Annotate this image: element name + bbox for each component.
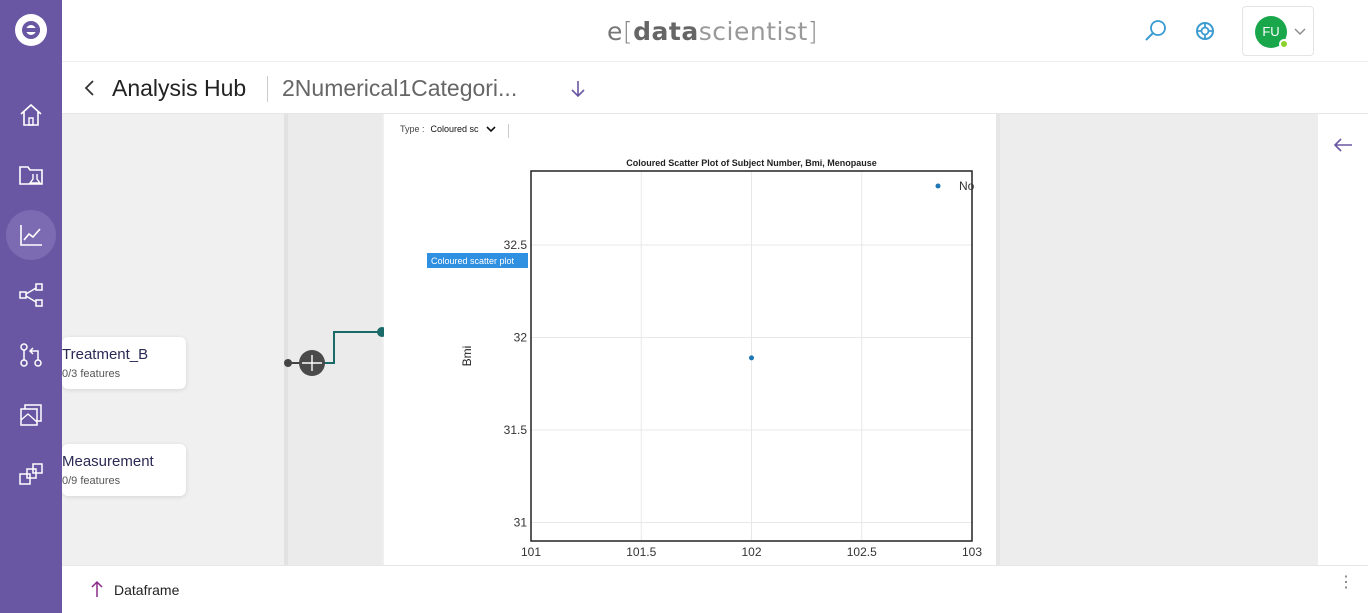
node-measurement[interactable]: Measurement 0/9 features [62, 444, 186, 496]
data-folder-icon[interactable] [6, 150, 56, 200]
home-icon[interactable] [6, 90, 56, 140]
scatter-chart: Coloured Scatter Plot of Subject Number,… [427, 158, 982, 559]
y-tick-label: 31 [514, 516, 528, 530]
y-tick-label: 32 [514, 331, 528, 345]
avatar: FU [1255, 16, 1287, 48]
help-lifebuoy-icon[interactable] [1192, 18, 1218, 44]
chart-title: Coloured Scatter Plot of Subject Number,… [626, 158, 877, 168]
brand-bracket-close: ] [807, 17, 819, 46]
data-point [749, 355, 754, 361]
chart-type-tooltip [427, 253, 528, 268]
workflow-share-icon[interactable] [6, 270, 56, 320]
plot-frame [530, 170, 973, 542]
brand-bracket-open: [ [622, 17, 634, 46]
y-axis-label: Bmi [460, 346, 474, 367]
x-tick-label: 102.5 [847, 545, 877, 559]
chart-type-tooltip-text: Coloured scatter plot [431, 256, 515, 266]
chart-type-label: Type : [400, 124, 425, 134]
copy-windows-icon[interactable] [6, 450, 56, 500]
app-logo[interactable] [15, 14, 47, 46]
legend-marker [935, 183, 941, 189]
x-tick-label: 101 [521, 545, 541, 559]
node-title: Measurement [62, 453, 154, 470]
pull-request-icon[interactable] [6, 330, 56, 380]
collapse-arrow-left-icon[interactable] [1332, 136, 1354, 154]
canvas-right-area [996, 114, 1318, 565]
bottom-bar: Dataframe ⋮ [62, 565, 1368, 613]
workflow-canvas: Treatment_B 0/3 features Measurement 0/9… [62, 114, 1318, 565]
top-bar: e[datascientist] FU [62, 0, 1368, 62]
x-tick-label: 101.5 [626, 545, 656, 559]
page-title: Analysis Hub [112, 75, 247, 101]
chart-type-selector[interactable]: Type : Coloured sc [400, 124, 496, 134]
user-menu[interactable]: FU [1242, 6, 1314, 56]
x-tick-label: 102 [741, 545, 761, 559]
breadcrumb-divider [267, 76, 268, 102]
legend-label: No [959, 179, 975, 193]
brand-scientist: scientist [698, 17, 808, 46]
analysis-name[interactable]: 2Numerical1Categori... [282, 75, 518, 101]
brand-e: e [607, 17, 623, 46]
node-connector [284, 327, 387, 376]
y-tick-label: 31.5 [504, 423, 528, 437]
analysis-chart-icon[interactable] [6, 210, 56, 260]
node-features-count: 0/3 features [62, 368, 121, 380]
layers-icon[interactable] [6, 390, 56, 440]
online-status-icon [1279, 39, 1289, 49]
node-features-count: 0/9 features [62, 475, 121, 487]
download-arrow-icon[interactable] [568, 78, 588, 100]
side-nav [0, 0, 62, 613]
search-icon[interactable] [1143, 18, 1169, 44]
back-arrow-icon[interactable] [82, 78, 98, 98]
chevron-down-icon[interactable] [486, 124, 496, 134]
brand-logo: e[datascientist] [607, 17, 818, 46]
dataframe-toggle[interactable]: Dataframe [114, 582, 180, 598]
plot-panel: Type : Coloured sc Coloured Scatter Plot … [384, 114, 996, 565]
right-panel [1318, 114, 1368, 565]
node-title: Treatment_B [62, 346, 149, 363]
y-tick-label: 32.5 [504, 238, 528, 252]
node-treatment-b[interactable]: Treatment_B 0/3 features [62, 337, 186, 389]
more-options-icon[interactable]: ⋮ [1338, 574, 1354, 591]
chart-type-value[interactable]: Coloured sc [430, 124, 479, 134]
x-tick-label: 103 [962, 545, 982, 559]
connector-start-dot[interactable] [284, 359, 292, 367]
type-divider [508, 124, 509, 138]
brand-data: data [633, 17, 699, 46]
chevron-down-icon [1294, 28, 1306, 35]
breadcrumb: Analysis Hub 2Numerical1Categori... [62, 62, 1368, 114]
arrow-up-icon[interactable] [90, 579, 104, 599]
